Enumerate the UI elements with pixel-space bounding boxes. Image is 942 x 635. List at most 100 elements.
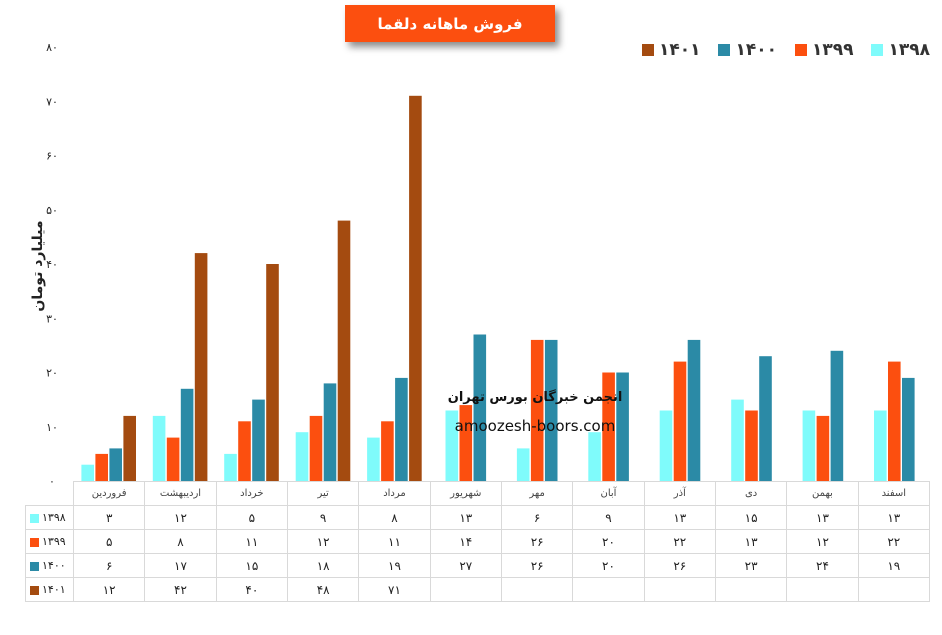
bar [295,432,309,481]
x-tick-label: آبان [572,481,645,506]
table-series-name: ۱۴۰۰ [42,559,66,572]
bar [530,339,544,481]
table-row: ۱۴۰۰ ۶ ۱۷ ۱۵ ۱۸ ۱۹ ۲۷ ۲۶ ۲۰ ۲۶ ۲۳ ۲۴ ۱۹ [25,553,931,578]
data-label: ۱۸ [286,553,360,578]
data-label [572,577,645,602]
legend-label: ۱۴۰۱ [658,40,701,60]
data-label: ۴۰ [215,577,288,602]
bar [238,421,251,481]
watermark: انجمن خبرگان بورس تهران amoozesh-boors.c… [440,390,630,435]
data-label: ۱۳ [429,505,502,530]
bar [902,377,915,481]
data-label: ۳ [72,505,146,530]
y-tick-label: ۳۰ [46,312,58,325]
data-label: ۲۶ [500,553,574,578]
bar [194,253,208,481]
table-swatch [30,561,39,571]
y-tick-label: ۲۰ [46,367,58,380]
legend-swatch [641,44,654,56]
bar [123,415,136,481]
data-label: ۱۳ [643,505,716,530]
data-label: ۱۹ [358,553,431,578]
legend-label: ۱۳۹۹ [811,40,854,60]
data-label: ۲۴ [786,553,859,578]
bar [337,220,351,481]
data-label: ۱۳ [857,505,931,530]
y-tick-label: ۸۰ [46,41,58,54]
bar [459,405,473,481]
data-label: ۱۵ [714,505,788,530]
table-series-name: ۱۳۹۹ [42,535,66,548]
data-label [857,577,931,602]
table-row: ۱۳۹۸ ۳ ۱۲ ۵ ۹ ۸ ۱۳ ۶ ۹ ۱۳ ۱۵ ۱۳ ۱۳ [25,505,931,530]
data-label: ۲۲ [857,529,931,554]
bar [266,264,279,481]
bar [409,95,422,482]
data-label [643,577,716,602]
y-tick-label: ۷۰ [46,95,58,108]
legend-label: ۱۴۰۰ [735,40,777,60]
legend-label: ۱۳۹۸ [888,40,930,60]
table-corner [25,481,74,506]
bar [731,399,744,481]
data-label: ۱۴ [429,529,502,554]
data-label: ۱۲ [286,529,360,554]
bar [602,372,615,481]
watermark-line2: amoozesh-boors.com [454,417,616,435]
x-tick-label: فروردین [72,481,146,506]
y-tick-label: ۵۰ [46,204,58,217]
legend-swatch [718,44,731,56]
data-label [429,577,502,602]
bar [616,372,629,481]
table-row: ۱۴۰۱ ۱۲ ۴۲ ۴۰ ۴۸ ۷۱ [25,577,931,602]
data-label: ۱۱ [215,529,288,554]
bar [367,437,380,481]
x-tick-label: تیر [286,481,360,506]
legend: ۱۳۹۸ ۱۳۹۹ ۱۴۰۰ ۱۴۰۱ [641,38,930,62]
table-row: ۱۳۹۹ ۵ ۸ ۱۱ ۱۲ ۱۱ ۱۴ ۲۶ ۲۰ ۲۲ ۱۳ ۱۲ ۲۲ [25,529,931,554]
data-label: ۱۵ [215,553,288,578]
y-tick-label: ۶۰ [46,150,58,163]
table-swatch [30,537,39,547]
bar [152,415,166,481]
data-label: ۱۷ [144,553,217,578]
data-label: ۲۷ [429,553,502,578]
data-label: ۱۲ [786,529,859,554]
table-series-label: ۱۳۹۹ [25,529,74,554]
data-label: ۲۳ [714,553,788,578]
data-label: ۹ [286,505,360,530]
legend-item: ۱۴۰۰ [718,40,777,60]
bar [544,339,558,481]
bar [588,432,601,481]
data-label: ۹ [572,505,645,530]
data-label: ۲۲ [643,529,716,554]
legend-item: ۱۳۹۹ [794,40,854,60]
table-swatch [30,585,39,595]
legend-swatch [794,44,807,56]
bar [816,415,830,481]
bar [323,383,337,481]
y-tick-label: ۱۰ [46,421,58,434]
bar [888,361,901,481]
x-tick-label: خرداد [215,481,288,506]
bar [802,410,816,481]
bar [95,453,108,481]
bar [381,421,394,481]
data-label: ۴۸ [286,577,360,602]
data-label: ۵ [215,505,288,530]
bar [874,410,887,481]
table-series-name: ۱۳۹۸ [42,511,66,524]
legend-item: ۱۴۰۱ [641,40,701,60]
chart-title: فروش ماهانه دلقما [345,5,555,42]
bar [687,339,701,481]
bar [224,453,237,481]
x-tick-label: دی [714,481,788,506]
x-tick-label: اردیبهشت [144,481,217,506]
data-label: ۱۲ [72,577,146,602]
table-series-label: ۱۴۰۱ [25,577,74,602]
data-label: ۶ [72,553,146,578]
y-tick-label: ۴۰ [46,258,58,271]
legend-item: ۱۳۹۸ [871,40,930,60]
bar [81,464,94,481]
